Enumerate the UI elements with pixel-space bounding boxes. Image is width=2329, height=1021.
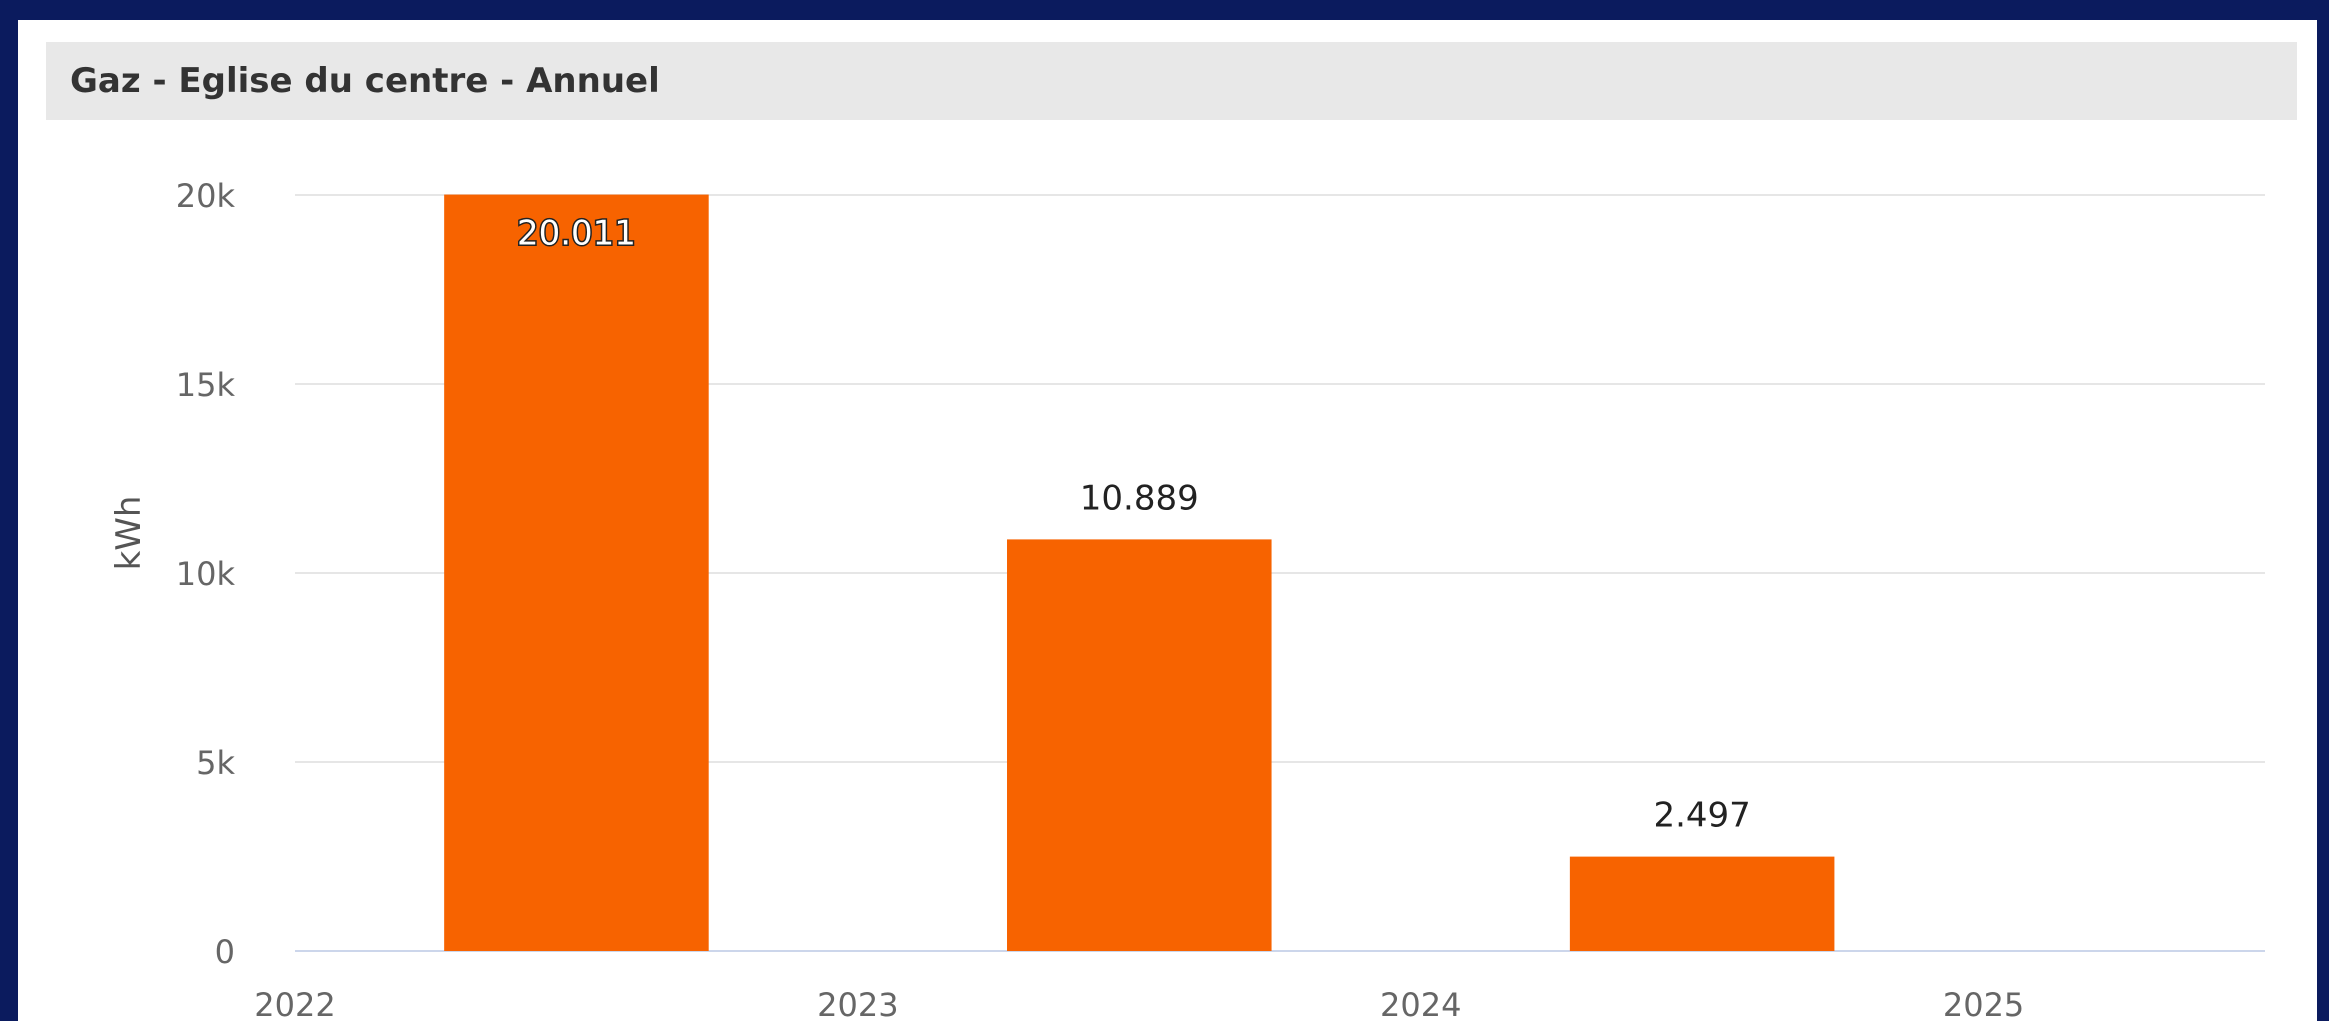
bar bbox=[1007, 539, 1272, 951]
x-tick-label: 2024 bbox=[1380, 986, 1461, 1021]
y-axis-ticks: 0 5k 10k 15k 20k bbox=[176, 177, 236, 971]
y-tick-label: 10k bbox=[176, 555, 236, 593]
y-tick-label: 0 bbox=[215, 933, 235, 971]
x-tick-label: 2023 bbox=[817, 986, 898, 1021]
x-tick-label: 2025 bbox=[1943, 986, 2024, 1021]
y-tick-label: 15k bbox=[176, 366, 236, 404]
bar bbox=[1569, 856, 1835, 951]
data-label: 2.497 bbox=[1653, 796, 1750, 836]
chart-header: Gaz - Eglise du centre - Annuel bbox=[46, 42, 2297, 120]
chart-title: Gaz - Eglise du centre - Annuel bbox=[70, 61, 660, 101]
data-label: 10.889 bbox=[1080, 478, 1199, 518]
bars bbox=[444, 194, 1835, 951]
bar bbox=[444, 194, 709, 951]
x-axis-ticks: 2022 2023 2024 2025 bbox=[254, 986, 2024, 1021]
y-axis-label: kWh bbox=[109, 496, 149, 571]
y-tick-label: 5k bbox=[196, 744, 235, 782]
x-tick-label: 2022 bbox=[254, 986, 335, 1021]
y-tick-label: 20k bbox=[176, 177, 236, 215]
data-label: 20.011 bbox=[517, 214, 636, 254]
data-labels: 20.011 10.889 2.497 bbox=[515, 212, 1750, 836]
